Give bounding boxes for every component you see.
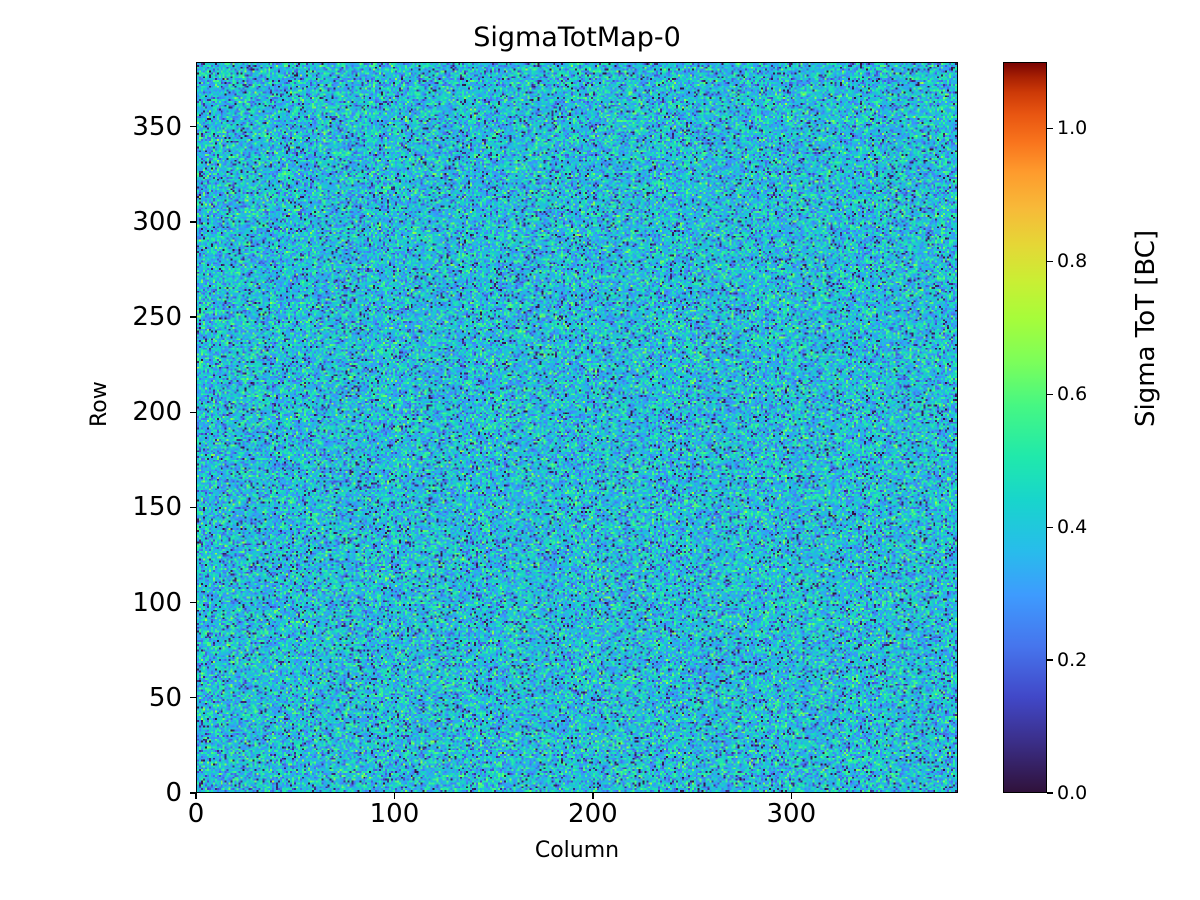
heatmap-axes — [196, 62, 958, 793]
colorbar-tick-mark — [1047, 127, 1053, 130]
colorbar — [1003, 62, 1047, 793]
x-tick-label: 0 — [187, 799, 205, 829]
y-tick-mark — [190, 697, 196, 699]
colorbar-tick-mark — [1047, 393, 1053, 395]
colorbar-tick-label: 0.2 — [1057, 649, 1088, 672]
x-tick-mark — [393, 793, 396, 799]
y-tick-mark — [190, 221, 196, 223]
colorbar-tick-label: 1.0 — [1057, 117, 1088, 140]
y-tick-mark — [190, 411, 196, 413]
x-axis-label: Column — [534, 838, 620, 863]
colorbar-tick-mark — [1047, 260, 1053, 262]
x-tick-label: 200 — [568, 799, 618, 829]
heatmap-image — [197, 63, 957, 792]
x-tick-mark — [790, 793, 792, 799]
y-tick-label: 100 — [132, 587, 182, 618]
y-tick-label: 50 — [148, 682, 182, 713]
page-title: SigmaTotMap-0 — [473, 22, 681, 53]
y-tick-label: 200 — [132, 397, 182, 428]
y-tick-mark — [190, 506, 196, 509]
colorbar-label: Sigma ToT [BC] — [1131, 229, 1161, 427]
y-tick-mark — [190, 316, 196, 318]
colorbar-tick-mark — [1047, 792, 1053, 794]
x-tick-mark — [592, 793, 594, 799]
colorbar-tick-label: 0.8 — [1057, 250, 1088, 273]
colorbar-tick-label: 0.6 — [1057, 383, 1088, 406]
y-tick-label: 150 — [132, 492, 182, 523]
y-tick-label: 300 — [132, 206, 182, 237]
y-tick-mark — [190, 792, 196, 794]
x-tick-label: 300 — [766, 799, 817, 829]
y-axis-label: Row — [87, 381, 112, 427]
colorbar-tick-mark — [1047, 659, 1053, 661]
colorbar-tick-label: 0.0 — [1057, 782, 1088, 804]
y-tick-label: 0 — [165, 778, 182, 808]
y-tick-label: 250 — [132, 302, 182, 333]
y-tick-label: 350 — [132, 111, 182, 142]
y-tick-mark — [190, 601, 196, 604]
colorbar-tick-label: 0.4 — [1057, 516, 1088, 539]
colorbar-gradient — [1004, 63, 1046, 792]
y-tick-mark — [190, 126, 196, 128]
x-tick-label: 100 — [369, 799, 420, 829]
colorbar-tick-mark — [1047, 526, 1053, 528]
x-tick-mark — [195, 793, 197, 799]
